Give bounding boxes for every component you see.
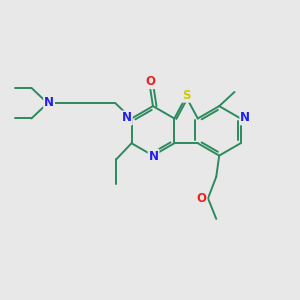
Text: O: O xyxy=(145,75,155,88)
Text: N: N xyxy=(44,96,54,109)
Text: N: N xyxy=(240,111,250,124)
Text: N: N xyxy=(122,111,132,124)
Text: N: N xyxy=(148,150,158,163)
Text: O: O xyxy=(196,192,206,205)
Text: S: S xyxy=(182,89,190,102)
